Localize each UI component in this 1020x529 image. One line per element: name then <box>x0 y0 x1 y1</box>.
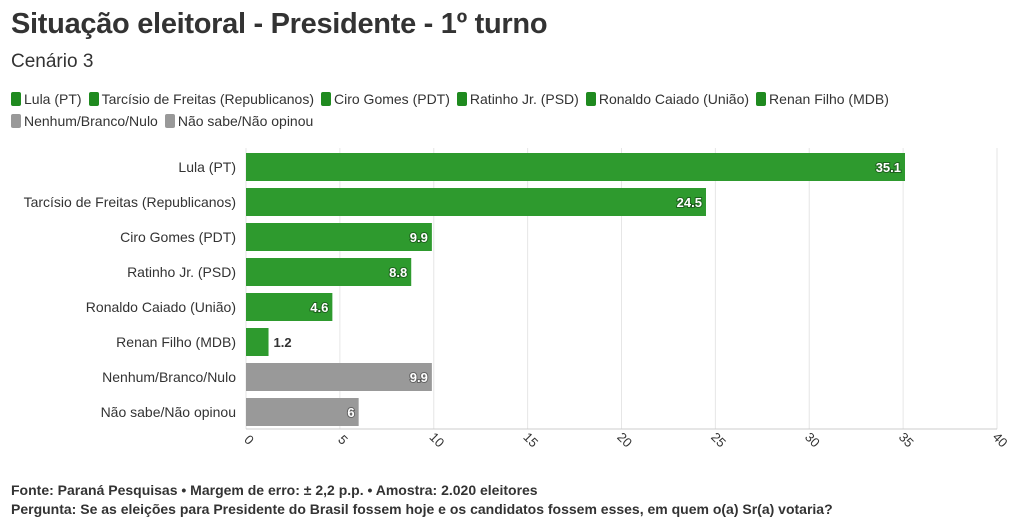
bar <box>246 188 706 216</box>
data-label: 24.5 <box>677 195 702 210</box>
x-tick-label: 15 <box>520 429 541 450</box>
data-label: 35.1 <box>876 160 901 175</box>
legend-label: Ratinho Jr. (PSD) <box>469 91 579 107</box>
category-label: Ciro Gomes (PDT) <box>120 229 236 245</box>
chart-footer: Fonte: Paraná Pesquisas • Margem de erro… <box>11 481 833 519</box>
data-label: 9.9 <box>410 230 428 245</box>
legend-item: Ronaldo Caiado (União) <box>585 89 750 109</box>
question-note: Pergunta: Se as eleições para Presidente… <box>11 500 833 519</box>
x-tick-label: 40 <box>990 429 1011 450</box>
legend-item: Ratinho Jr. (PSD) <box>456 89 579 109</box>
category-label: Lula (PT) <box>178 159 236 175</box>
legend-swatch <box>585 92 596 106</box>
bar <box>246 293 333 321</box>
bar <box>246 328 269 356</box>
category-label: Nenhum/Branco/Nulo <box>102 369 236 385</box>
x-tick-label: 0 <box>241 432 257 448</box>
legend-item: Lula (PT) <box>11 89 82 109</box>
bar <box>246 223 432 251</box>
legend-swatch <box>88 92 99 106</box>
x-tick-label: 30 <box>802 429 823 450</box>
category-label: Tarcísio de Freitas (Republicanos) <box>24 194 236 210</box>
legend-swatch <box>321 92 331 106</box>
legend-swatch <box>756 92 767 106</box>
category-label: Renan Filho (MDB) <box>116 334 236 350</box>
x-tick-label: 5 <box>335 432 351 448</box>
x-tick-label: 25 <box>708 429 729 450</box>
data-label: 1.2 <box>274 335 292 350</box>
bar <box>246 398 359 426</box>
chart-legend: Lula (PT) Tarcísio de Freitas (Republican… <box>11 89 1011 133</box>
question-label: Pergunta: <box>11 501 77 517</box>
legend-item: Tarcísio de Freitas (Republicanos) <box>88 89 314 109</box>
bar <box>246 153 906 181</box>
category-label: Ronaldo Caiado (União) <box>86 299 236 315</box>
data-label: 6 <box>347 405 354 420</box>
legend-label: Renan Filho (MDB) <box>769 91 889 107</box>
chart-subtitle: Cenário 3 <box>11 51 94 72</box>
legend-item: Não sabe/Não opinou <box>164 111 314 131</box>
bar <box>246 258 412 286</box>
legend-item: Nenhum/Branco/Nulo <box>11 111 158 131</box>
legend-label: Ciro Gomes (PDT) <box>334 91 450 107</box>
legend-swatch <box>456 92 467 106</box>
legend-label: Nenhum/Branco/Nulo <box>24 113 158 129</box>
chart-title: Situação eleitoral - Presidente - 1º tur… <box>11 8 548 40</box>
category-label: Não sabe/Não opinou <box>101 404 236 420</box>
legend-label: Tarcísio de Freitas (Republicanos) <box>101 91 314 107</box>
x-tick-label: 20 <box>614 429 635 450</box>
legend-item: Ciro Gomes (PDT) <box>321 89 450 109</box>
legend-swatch <box>164 114 175 128</box>
x-tick-label: 35 <box>896 429 917 450</box>
bar <box>246 363 432 391</box>
legend-label: Lula (PT) <box>24 91 82 107</box>
legend-label: Não sabe/Não opinou <box>177 113 314 129</box>
data-label: 4.6 <box>310 300 328 315</box>
legend-swatch <box>11 92 21 106</box>
bar-chart: 0 5 10 15 20 25 30 35 40 Lula (PT) 35.1 Tarcísio de… <box>24 148 1011 450</box>
legend-label: Ronaldo Caiado (União) <box>598 91 750 107</box>
legend-swatch <box>11 114 21 128</box>
data-label: 8.8 <box>389 265 407 280</box>
x-tick-label: 10 <box>427 429 448 450</box>
source-note: Fonte: Paraná Pesquisas • Margem de erro… <box>11 482 538 498</box>
legend-item: Renan Filho (MDB) <box>756 89 889 109</box>
data-label: 9.9 <box>410 370 428 385</box>
question-text: Se as eleições para Presidente do Brasil… <box>76 501 833 517</box>
category-label: Ratinho Jr. (PSD) <box>127 264 236 280</box>
